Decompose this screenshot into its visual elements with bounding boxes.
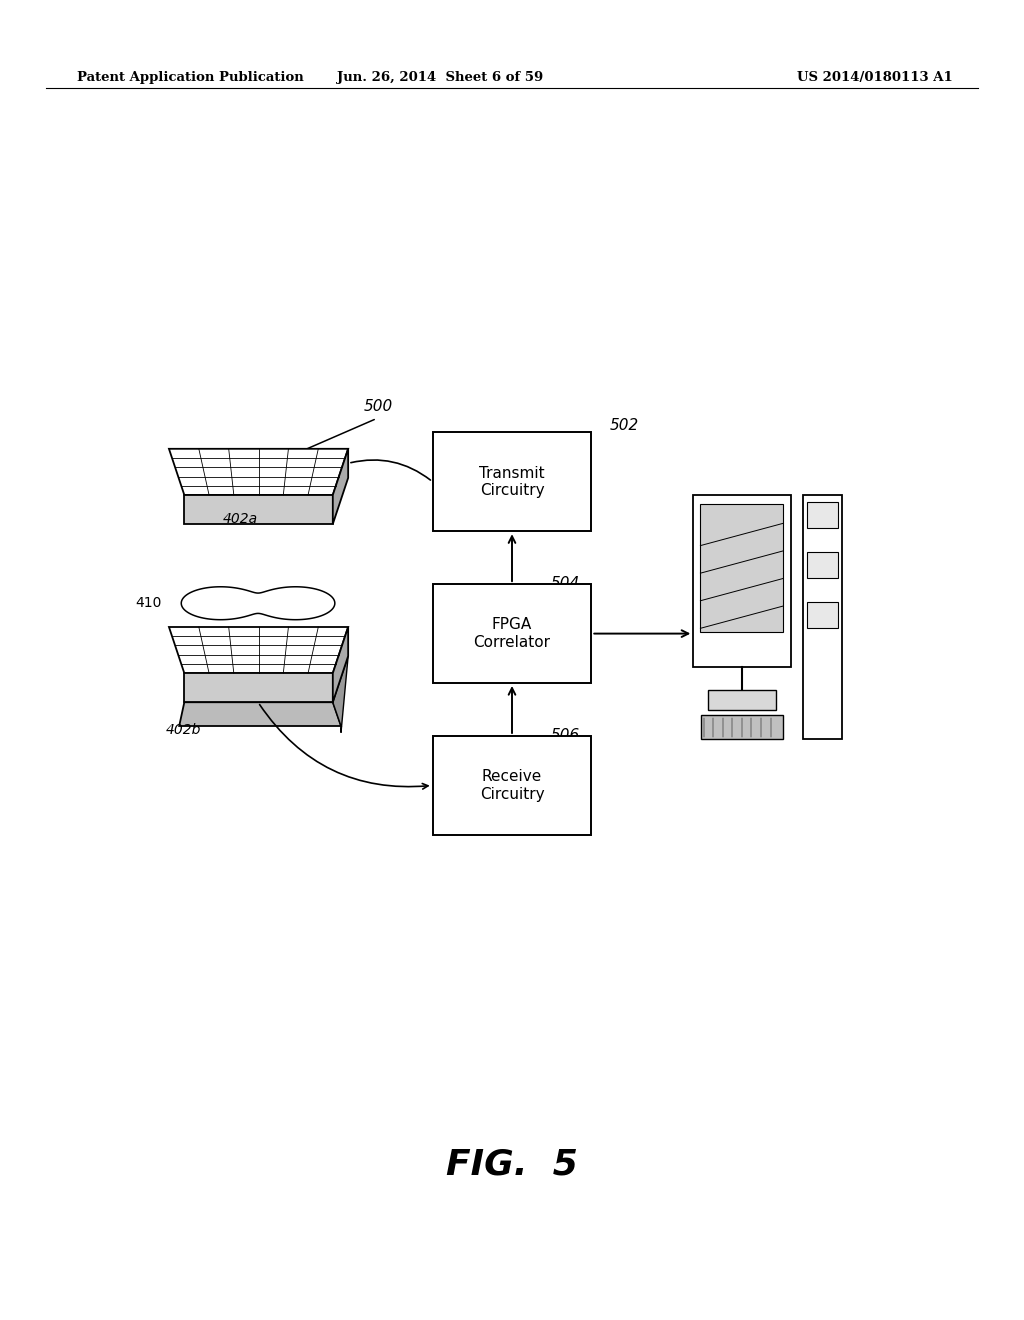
Polygon shape [181,587,335,619]
Text: 506: 506 [551,727,581,743]
Text: 402b: 402b [166,723,202,737]
Text: Receive
Circuitry: Receive Circuitry [479,770,545,801]
Text: 500: 500 [364,399,393,414]
Text: 416: 416 [720,504,746,517]
FancyBboxPatch shape [700,715,783,739]
FancyBboxPatch shape [803,495,842,739]
Text: 504: 504 [551,576,581,591]
Polygon shape [179,702,341,726]
FancyBboxPatch shape [700,504,783,632]
Polygon shape [169,627,348,673]
Text: 402a: 402a [223,512,258,525]
Polygon shape [169,449,348,495]
Text: Patent Application Publication: Patent Application Publication [77,71,303,83]
Polygon shape [333,449,348,524]
FancyBboxPatch shape [432,583,592,682]
Polygon shape [184,673,333,702]
FancyBboxPatch shape [807,552,838,578]
FancyBboxPatch shape [807,502,838,528]
Text: 410: 410 [135,597,162,610]
FancyBboxPatch shape [432,737,592,834]
Text: FPGA
Correlator: FPGA Correlator [473,618,551,649]
FancyBboxPatch shape [807,602,838,628]
Text: 502: 502 [609,417,639,433]
Polygon shape [184,495,333,524]
FancyBboxPatch shape [693,495,791,667]
Polygon shape [333,656,348,733]
Polygon shape [333,627,348,702]
Text: Jun. 26, 2014  Sheet 6 of 59: Jun. 26, 2014 Sheet 6 of 59 [337,71,544,83]
Text: FIG.  5: FIG. 5 [446,1147,578,1181]
Text: Transmit
Circuitry: Transmit Circuitry [479,466,545,498]
FancyBboxPatch shape [708,690,776,710]
FancyBboxPatch shape [432,433,592,531]
Text: US 2014/0180113 A1: US 2014/0180113 A1 [797,71,952,83]
